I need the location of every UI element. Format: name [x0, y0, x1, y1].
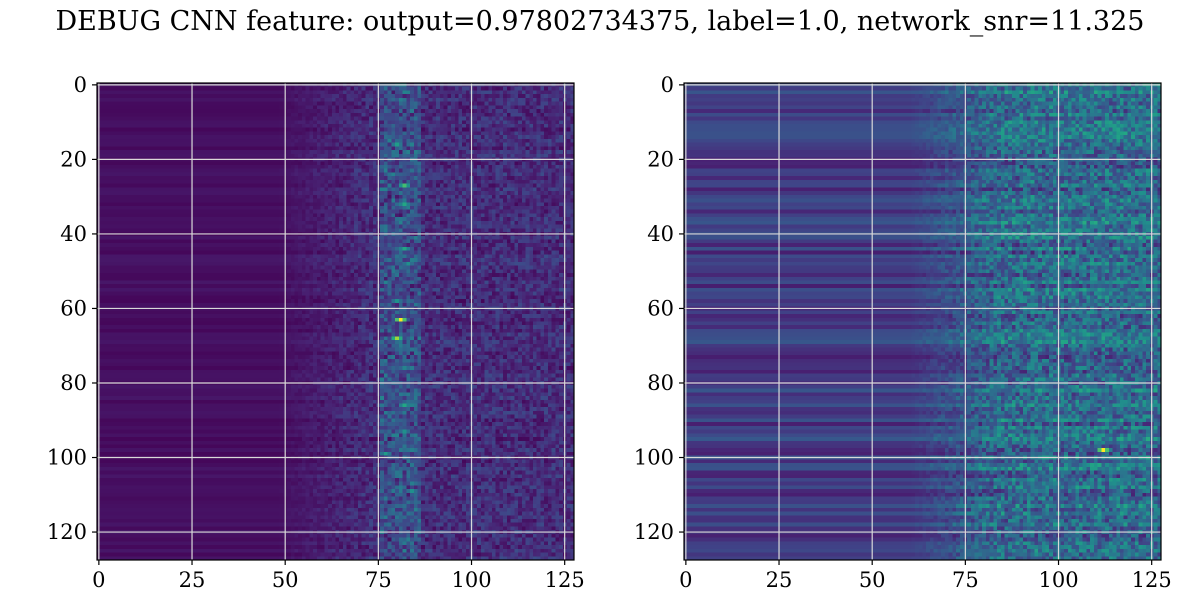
left-heatmap-y-tick-label-4: 80 — [60, 371, 87, 395]
right-heatmap-y-tick-label-6: 120 — [634, 520, 674, 544]
left-heatmap-y-tick-label-1: 20 — [60, 147, 87, 171]
left-heatmap-x-tick-label-5: 125 — [545, 568, 585, 592]
right-heatmap-x-tick-label-5: 125 — [1132, 568, 1172, 592]
left-heatmap-x-tick-label-1: 25 — [179, 568, 206, 592]
right-heatmap-y-tick-label-5: 100 — [634, 446, 674, 470]
right-heatmap-y-tick-label-2: 40 — [647, 222, 674, 246]
right-heatmap-y-tick-label-0: 0 — [661, 73, 674, 97]
left-heatmap-image — [97, 83, 574, 560]
left-heatmap-y-tick-label-2: 40 — [60, 222, 87, 246]
left-heatmap-x-tick-label-2: 50 — [272, 568, 299, 592]
left-heatmap-x-tick-label-0: 0 — [92, 568, 105, 592]
left-heatmap-x-tick-label-3: 75 — [365, 568, 392, 592]
left-heatmap-y-tick-label-0: 0 — [74, 73, 87, 97]
right-heatmap-panel: 0 25 50 75 100 125 0 20 40 60 80 100 120 — [634, 73, 1172, 592]
left-heatmap-y-tick-label-5: 100 — [47, 446, 87, 470]
right-heatmap-x-tick-label-4: 100 — [1038, 568, 1078, 592]
left-heatmap-y-tick-label-3: 60 — [60, 296, 87, 320]
left-heatmap-panel: 0 25 50 75 100 125 0 20 40 60 80 100 120 — [47, 73, 585, 592]
left-heatmap-y-tick-label-6: 120 — [47, 520, 87, 544]
right-heatmap-x-tick-label-1: 25 — [766, 568, 793, 592]
right-heatmap-y-tick-label-1: 20 — [647, 147, 674, 171]
right-heatmap-x-tick-label-2: 50 — [859, 568, 886, 592]
right-heatmap-y-tick-label-3: 60 — [647, 296, 674, 320]
right-heatmap-y-tick-label-4: 80 — [647, 371, 674, 395]
left-heatmap-x-tick-label-4: 100 — [451, 568, 491, 592]
right-heatmap-x-tick-label-0: 0 — [679, 568, 692, 592]
right-heatmap-image — [684, 83, 1161, 560]
right-heatmap-x-tick-label-3: 75 — [952, 568, 979, 592]
